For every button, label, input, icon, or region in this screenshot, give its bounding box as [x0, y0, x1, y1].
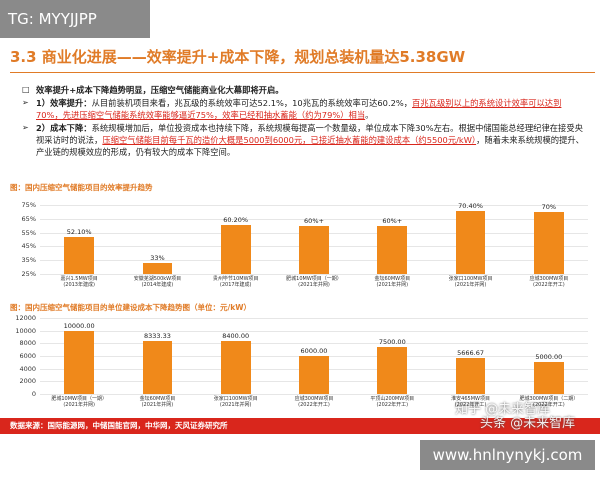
x-tick-label: 平顶山200MW项目 (2022年开工) [370, 396, 415, 408]
x-tick-label: 金坛60MW项目 (2021年并网) [139, 396, 176, 408]
bar [299, 225, 329, 274]
y-tick-label: 45% [21, 242, 36, 251]
value-label: 10000.00 [63, 321, 95, 330]
bar [377, 225, 408, 274]
value-label: 7500.00 [378, 337, 406, 346]
x-tick-label: 肥城10MW项目（一期） (2021年并网) [51, 396, 107, 408]
bullet: □ 效率提升+成本下降趋势明显，压缩空气储能商业化大幕即将开启。 [22, 84, 587, 96]
bar [142, 341, 173, 394]
y-tick-label: 4000 [19, 364, 36, 373]
y-tick-label: 0 [31, 390, 36, 398]
value-label: 60%+ [304, 216, 324, 225]
chart-title: 图：国内压缩空气储能项目的单位建设成本下降趋势图（单位：元/kW） [10, 303, 251, 312]
value-label: 5666.67 [457, 349, 484, 358]
chart-title: 图：国内压缩空气储能项目的效率提升趋势 [10, 183, 153, 192]
y-tick-label: 12000 [15, 314, 36, 322]
grid-line [40, 343, 588, 345]
x-tick-label: 肥城10MW项目（一期） (2021年并网) [286, 276, 342, 288]
x-tick-label: 肥城300MW项目（二期） (2022年开工) [519, 396, 579, 408]
text-segment: 。 [365, 110, 374, 120]
grid-line [40, 330, 588, 332]
grid-line [40, 218, 588, 220]
value-label: 6000.00 [300, 347, 328, 355]
y-tick-label: 25% [21, 270, 36, 278]
text-segment: ，随着未来系统规模的提升、产业链的规模效应的形成，仍有较大的成本下降空间。 [36, 135, 584, 157]
watermark: 知乎 @未来智库 [455, 402, 551, 417]
grid-line [40, 205, 588, 206]
value-label: 70.40% [458, 202, 483, 211]
y-tick-label: 6000 [19, 352, 36, 360]
y-tick-label: 55% [21, 228, 36, 237]
text-segment: 效率提升+成本下降趋势明显，压缩空气储能商业化大幕即将开启。 [36, 85, 284, 95]
bar [220, 340, 251, 394]
watermark: 头条 @未来智库 [480, 416, 576, 431]
y-tick-label: 2000 [19, 377, 36, 386]
bar [299, 356, 329, 394]
y-tick-label: 10000 [15, 326, 36, 335]
y-tick-label: 35% [21, 256, 36, 265]
text-segment: 压缩空气储能目前每千瓦的造价大概是5000到6000元，已接近抽水蓄能的建设成本… [102, 135, 477, 145]
source: 数据来源：国际能源网，中储国能官网，中华网，天风证券研究所 [0, 418, 600, 434]
bar [455, 358, 486, 394]
value-label: 8400.00 [222, 331, 250, 340]
bullet-marker: □ [22, 85, 30, 94]
x-tick-label: 金坛60MW项目 (2021年并网) [374, 276, 411, 288]
y-tick-label: 8000 [19, 339, 36, 348]
bullet: ➢ 1）效率提升：从目前装机项目来看，兆瓦级的系统效率可达52.1%，10兆瓦的系… [22, 97, 587, 121]
bar [533, 211, 564, 274]
value-label: 8333.33 [143, 332, 171, 341]
value-label: 52.10% [66, 227, 92, 236]
bar [64, 236, 94, 274]
slide-title: 3.3 商业化进展——效率提升+成本下降，规划总装机量达5.38GW [10, 46, 595, 73]
grid-line [40, 274, 588, 275]
x-tick-label: 淮安465MW项目 (2022年开工) [451, 396, 490, 408]
x-tick-label: 张家口100MW项目 (2021年并网) [448, 276, 493, 288]
bar [220, 225, 251, 274]
tag: TG: MYYJJPP [0, 0, 150, 38]
bar [455, 211, 486, 274]
bar [533, 362, 564, 394]
text-segment: 1）效率提升： [36, 98, 92, 108]
x-tick-label: 贵州毕节10MW项目 (2017年建成) [212, 276, 259, 288]
value-label: 33% [150, 253, 165, 262]
text-segment: 2）成本下降： [36, 123, 92, 133]
y-tick-label: 65% [21, 214, 36, 223]
bar [142, 262, 173, 274]
text-segment: 系统规模增加后，单位投资成本也持续下降，系统规模每提高一个数量级，单位成本下降3… [36, 123, 583, 145]
x-tick-label: 张家口100MW项目 (2021年并网) [213, 396, 258, 408]
bullets: □ 效率提升+成本下降趋势明显，压缩空气储能商业化大幕即将开启。 ➢ 1）效率提升：从… [22, 84, 587, 159]
text-segment: 百兆瓦级别以上的系统设计效率可以达到70%，先进压缩空气储能系统效率能够逼近75… [36, 98, 562, 120]
x-tick-label: 嘉兴1.5MW项目 (2013年建成) [60, 276, 98, 288]
value-label: 5000.00 [535, 353, 563, 362]
value-label: 60%+ [382, 216, 403, 225]
grid-line [40, 394, 588, 395]
x-tick-label: 安徽芜湖500kW项目 (2014年建成) [133, 276, 182, 288]
bullet: ➢ 2）成本下降：系统规模增加后，单位投资成本也持续下降，系统规模每提高一个数量级… [22, 122, 587, 158]
bullet-marker: ➢ [22, 98, 29, 107]
grid-line [40, 318, 588, 319]
y-tick-label: 75% [21, 201, 36, 209]
value-label: 60.20% [223, 216, 249, 225]
x-tick-label: 应城300MW项目 (2022年开工) [529, 276, 569, 288]
bar [377, 346, 408, 394]
text-segment: 从目前装机项目来看，兆瓦级的系统效率可达52.1%，10兆瓦的系统效率可达60.… [91, 98, 413, 108]
x-tick-label: 应城300MW项目 (2022年开工) [294, 396, 334, 408]
bullet-marker: ➢ [22, 123, 29, 132]
bar [64, 330, 94, 394]
value-label: 70% [541, 202, 557, 211]
site: www.hnlnynykj.com [420, 440, 595, 470]
